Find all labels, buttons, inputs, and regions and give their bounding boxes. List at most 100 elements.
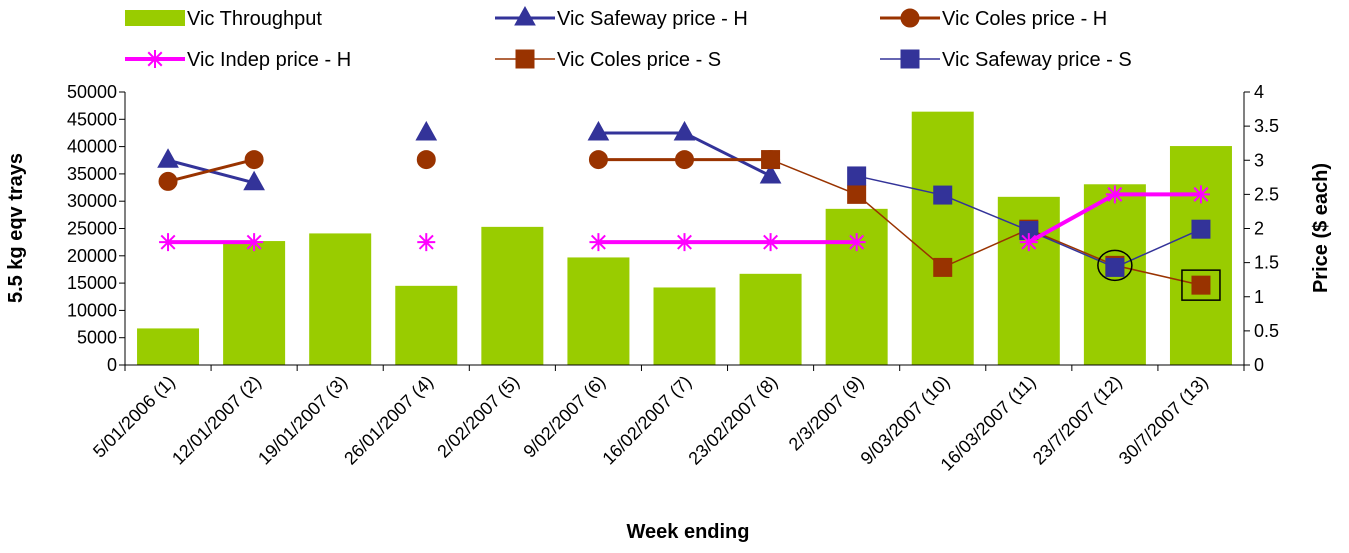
bar [653, 287, 716, 365]
y2-tick-label: 1 [1254, 287, 1264, 307]
bar [309, 233, 372, 365]
x-tick-label: 12/01/2007 (2) [168, 372, 265, 469]
data-point [417, 233, 436, 252]
data-point [1105, 257, 1125, 277]
y2-tick-label: 0 [1254, 355, 1264, 375]
bar [137, 328, 200, 365]
legend-item: Vic Throughput [125, 8, 322, 30]
legend-marker [146, 50, 164, 68]
data-point [761, 150, 781, 170]
bar [739, 273, 802, 365]
x-tick-label: 16/02/2007 (7) [598, 372, 695, 469]
x-axis-title: Week ending [627, 521, 750, 543]
data-point [244, 150, 264, 170]
x-tick-label: 30/7/2007 (13) [1115, 372, 1212, 469]
data-point [673, 120, 696, 141]
data-point [1191, 219, 1211, 239]
legend-label: Vic Indep price - H [187, 49, 351, 71]
y-tick-label: 30000 [67, 191, 117, 211]
data-point [847, 233, 866, 252]
bar [567, 257, 630, 365]
y2-tick-label: 3.5 [1254, 116, 1279, 136]
data-point [589, 233, 608, 252]
y2-tick-label: 4 [1254, 82, 1264, 102]
line-series [157, 120, 1211, 295]
y-tick-label: 10000 [67, 300, 117, 320]
bar [481, 226, 544, 365]
legend-item: Vic Safeway price - S [880, 49, 1132, 71]
legend-marker [900, 8, 920, 28]
data-point [675, 150, 694, 170]
data-point [588, 150, 608, 170]
legend-label: Vic Coles price - H [942, 8, 1107, 30]
x-tick-label: 2/3/2007 (9) [785, 372, 868, 455]
x-tick-label: 26/01/2007 (4) [340, 372, 437, 469]
data-point [1019, 233, 1038, 252]
data-point [157, 148, 179, 168]
y-tick-label: 15000 [67, 273, 117, 293]
x-tick-label: 23/7/2007 (12) [1029, 372, 1126, 469]
y2-tick-label: 2 [1254, 219, 1264, 239]
data-point [675, 233, 694, 252]
y-tick-label: 20000 [67, 246, 117, 266]
legend-label: Vic Throughput [187, 8, 322, 30]
data-point [933, 257, 953, 277]
x-tick-label: 9/02/2007 (6) [519, 372, 609, 462]
y2-axis-title: Price ($ each) [1310, 163, 1332, 293]
y-tick-label: 0 [107, 355, 117, 375]
y2-tick-label: 1.5 [1254, 253, 1279, 273]
y-tick-label: 5000 [77, 328, 117, 348]
series-line [770, 158, 1202, 286]
bar [223, 241, 286, 365]
y-tick-label: 40000 [67, 137, 117, 157]
legend-label: Vic Safeway price - S [942, 49, 1132, 71]
x-tick-label: 23/02/2007 (8) [684, 372, 781, 469]
series-0 [157, 120, 782, 191]
legend-label: Vic Safeway price - H [557, 8, 748, 30]
y-tick-label: 50000 [67, 82, 117, 102]
bar [395, 285, 458, 365]
data-point [1191, 185, 1210, 204]
series-1 [158, 150, 781, 191]
data-point [1191, 275, 1211, 295]
legend-marker [515, 49, 535, 69]
legend-marker [900, 49, 920, 69]
legend-item: Vic Coles price - H [880, 8, 1107, 30]
y-tick-label: 35000 [67, 164, 117, 184]
legend: Vic Throughput Vic Safeway price - H Vic C… [125, 5, 1132, 71]
series-line [167, 158, 255, 183]
bar [825, 208, 888, 365]
legend-item: Vic Coles price - S [495, 49, 721, 71]
data-point [1105, 185, 1124, 204]
y-axis-title: 5.5 kg eqv trays [5, 153, 27, 303]
legend-swatch [125, 10, 185, 26]
legend-marker [514, 5, 536, 26]
y2-tick-label: 0.5 [1254, 321, 1279, 341]
bar [1169, 146, 1232, 365]
data-point [587, 120, 610, 141]
data-point [158, 171, 178, 191]
legend-item: Vic Indep price - H [125, 49, 351, 71]
bar-series [137, 111, 1232, 365]
annotations [1097, 249, 1221, 301]
data-point [245, 233, 264, 252]
legend-label: Vic Coles price - S [557, 49, 721, 71]
series-4 [847, 166, 1211, 277]
data-point [159, 233, 178, 252]
x-tick-label: 5/01/2006 (1) [89, 372, 179, 462]
legend-item: Vic Safeway price - H [495, 5, 748, 30]
y2-tick-label: 2.5 [1254, 184, 1279, 204]
data-point [416, 150, 436, 170]
x-tick-label: 19/01/2007 (3) [254, 372, 351, 469]
data-point [759, 163, 782, 184]
data-point [243, 170, 265, 191]
y2-tick-label: 3 [1254, 150, 1264, 170]
y-tick-label: 45000 [67, 109, 117, 129]
y-tick-label: 25000 [67, 219, 117, 239]
data-point [847, 166, 867, 186]
x-tick-label: 9/03/2007 (10) [857, 372, 954, 469]
annotation-square [1181, 269, 1221, 301]
x-tick-label: 2/02/2007 (5) [433, 372, 523, 462]
series-2 [159, 185, 1210, 252]
